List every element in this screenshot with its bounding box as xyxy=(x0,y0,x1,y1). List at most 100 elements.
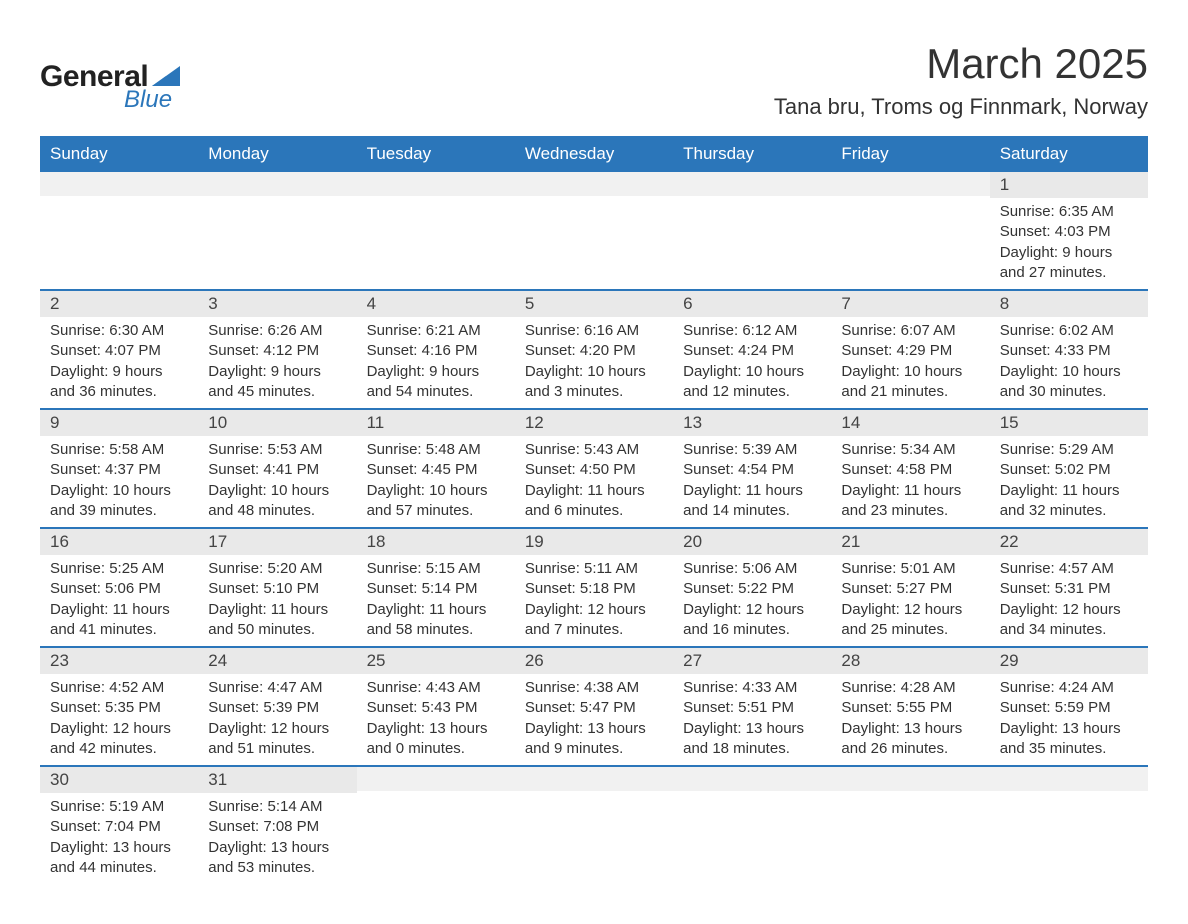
daylight2-text: and 53 minutes. xyxy=(208,858,346,878)
sunrise-text: Sunrise: 5:58 AM xyxy=(50,440,188,460)
day-number-band: 24 xyxy=(198,648,356,674)
calendar-day-cell xyxy=(831,766,989,884)
day-number-band: 3 xyxy=(198,291,356,317)
day-number-band: 29 xyxy=(990,648,1148,674)
calendar-day-cell: 7Sunrise: 6:07 AMSunset: 4:29 PMDaylight… xyxy=(831,290,989,409)
sunrise-text: Sunrise: 4:33 AM xyxy=(683,678,821,698)
calendar-day-cell: 13Sunrise: 5:39 AMSunset: 4:54 PMDayligh… xyxy=(673,409,831,528)
sunrise-text: Sunrise: 6:07 AM xyxy=(841,321,979,341)
calendar-day-cell xyxy=(990,766,1148,884)
sunset-text: Sunset: 4:33 PM xyxy=(1000,341,1138,361)
day-number-band xyxy=(40,172,198,196)
daylight1-text: Daylight: 10 hours xyxy=(50,481,188,501)
day-detail: Sunrise: 5:19 AMSunset: 7:04 PMDaylight:… xyxy=(40,793,198,884)
day-detail: Sunrise: 5:14 AMSunset: 7:08 PMDaylight:… xyxy=(198,793,356,884)
sunrise-text: Sunrise: 5:34 AM xyxy=(841,440,979,460)
calendar-day-cell: 24Sunrise: 4:47 AMSunset: 5:39 PMDayligh… xyxy=(198,647,356,766)
day-detail: Sunrise: 5:53 AMSunset: 4:41 PMDaylight:… xyxy=(198,436,356,527)
day-number-band: 16 xyxy=(40,529,198,555)
sunrise-text: Sunrise: 5:15 AM xyxy=(367,559,505,579)
day-detail: Sunrise: 5:25 AMSunset: 5:06 PMDaylight:… xyxy=(40,555,198,646)
daylight1-text: Daylight: 9 hours xyxy=(367,362,505,382)
calendar-day-cell: 20Sunrise: 5:06 AMSunset: 5:22 PMDayligh… xyxy=(673,528,831,647)
daylight2-text: and 41 minutes. xyxy=(50,620,188,640)
day-number-band: 28 xyxy=(831,648,989,674)
sunrise-text: Sunrise: 5:11 AM xyxy=(525,559,663,579)
calendar-week-row: 23Sunrise: 4:52 AMSunset: 5:35 PMDayligh… xyxy=(40,647,1148,766)
daylight2-text: and 23 minutes. xyxy=(841,501,979,521)
day-number-band: 11 xyxy=(357,410,515,436)
day-number-band: 6 xyxy=(673,291,831,317)
daylight1-text: Daylight: 12 hours xyxy=(683,600,821,620)
calendar-day-cell: 1Sunrise: 6:35 AMSunset: 4:03 PMDaylight… xyxy=(990,171,1148,290)
sunrise-text: Sunrise: 4:52 AM xyxy=(50,678,188,698)
day-number-band: 12 xyxy=(515,410,673,436)
day-number-band: 5 xyxy=(515,291,673,317)
day-detail: Sunrise: 6:30 AMSunset: 4:07 PMDaylight:… xyxy=(40,317,198,408)
brand-logo: General Blue xyxy=(40,40,180,114)
day-detail: Sunrise: 6:26 AMSunset: 4:12 PMDaylight:… xyxy=(198,317,356,408)
day-number-band: 7 xyxy=(831,291,989,317)
daylight2-text: and 58 minutes. xyxy=(367,620,505,640)
sunset-text: Sunset: 5:51 PM xyxy=(683,698,821,718)
daylight2-text: and 16 minutes. xyxy=(683,620,821,640)
calendar-day-cell: 6Sunrise: 6:12 AMSunset: 4:24 PMDaylight… xyxy=(673,290,831,409)
day-detail: Sunrise: 5:43 AMSunset: 4:50 PMDaylight:… xyxy=(515,436,673,527)
dow-friday: Friday xyxy=(831,137,989,171)
calendar-body: 1Sunrise: 6:35 AMSunset: 4:03 PMDaylight… xyxy=(40,171,1148,884)
daylight2-text: and 42 minutes. xyxy=(50,739,188,759)
day-number-band: 4 xyxy=(357,291,515,317)
day-detail: Sunrise: 6:07 AMSunset: 4:29 PMDaylight:… xyxy=(831,317,989,408)
day-number-band: 10 xyxy=(198,410,356,436)
sunset-text: Sunset: 4:37 PM xyxy=(50,460,188,480)
dow-saturday: Saturday xyxy=(990,137,1148,171)
day-detail: Sunrise: 4:43 AMSunset: 5:43 PMDaylight:… xyxy=(357,674,515,765)
calendar-day-cell xyxy=(40,171,198,290)
daylight2-text: and 30 minutes. xyxy=(1000,382,1138,402)
calendar-day-cell: 21Sunrise: 5:01 AMSunset: 5:27 PMDayligh… xyxy=(831,528,989,647)
daylight1-text: Daylight: 11 hours xyxy=(1000,481,1138,501)
sunset-text: Sunset: 5:22 PM xyxy=(683,579,821,599)
day-detail: Sunrise: 6:21 AMSunset: 4:16 PMDaylight:… xyxy=(357,317,515,408)
sunset-text: Sunset: 7:04 PM xyxy=(50,817,188,837)
day-number-band: 8 xyxy=(990,291,1148,317)
day-number-band: 25 xyxy=(357,648,515,674)
dow-sunday: Sunday xyxy=(40,137,198,171)
day-number-band: 27 xyxy=(673,648,831,674)
calendar-week-row: 16Sunrise: 5:25 AMSunset: 5:06 PMDayligh… xyxy=(40,528,1148,647)
sunrise-text: Sunrise: 5:48 AM xyxy=(367,440,505,460)
day-number-band: 2 xyxy=(40,291,198,317)
daylight2-text: and 12 minutes. xyxy=(683,382,821,402)
daylight2-text: and 14 minutes. xyxy=(683,501,821,521)
day-detail: Sunrise: 5:11 AMSunset: 5:18 PMDaylight:… xyxy=(515,555,673,646)
sunrise-text: Sunrise: 5:53 AM xyxy=(208,440,346,460)
day-detail: Sunrise: 6:12 AMSunset: 4:24 PMDaylight:… xyxy=(673,317,831,408)
calendar-day-cell: 5Sunrise: 6:16 AMSunset: 4:20 PMDaylight… xyxy=(515,290,673,409)
sunset-text: Sunset: 4:41 PM xyxy=(208,460,346,480)
calendar-week-row: 9Sunrise: 5:58 AMSunset: 4:37 PMDaylight… xyxy=(40,409,1148,528)
sunrise-text: Sunrise: 4:47 AM xyxy=(208,678,346,698)
sunrise-text: Sunrise: 4:28 AM xyxy=(841,678,979,698)
sunset-text: Sunset: 5:47 PM xyxy=(525,698,663,718)
calendar-week-row: 30Sunrise: 5:19 AMSunset: 7:04 PMDayligh… xyxy=(40,766,1148,884)
calendar-day-cell: 25Sunrise: 4:43 AMSunset: 5:43 PMDayligh… xyxy=(357,647,515,766)
daylight1-text: Daylight: 10 hours xyxy=(841,362,979,382)
daylight2-text: and 44 minutes. xyxy=(50,858,188,878)
sunrise-text: Sunrise: 5:43 AM xyxy=(525,440,663,460)
daylight2-text: and 9 minutes. xyxy=(525,739,663,759)
day-number-band xyxy=(831,172,989,196)
sunrise-text: Sunrise: 6:35 AM xyxy=(1000,202,1138,222)
sunset-text: Sunset: 4:16 PM xyxy=(367,341,505,361)
calendar-day-cell: 31Sunrise: 5:14 AMSunset: 7:08 PMDayligh… xyxy=(198,766,356,884)
day-number-band: 18 xyxy=(357,529,515,555)
sunrise-text: Sunrise: 5:19 AM xyxy=(50,797,188,817)
calendar-day-cell: 26Sunrise: 4:38 AMSunset: 5:47 PMDayligh… xyxy=(515,647,673,766)
sunset-text: Sunset: 5:10 PM xyxy=(208,579,346,599)
sunset-text: Sunset: 5:06 PM xyxy=(50,579,188,599)
day-detail: Sunrise: 4:28 AMSunset: 5:55 PMDaylight:… xyxy=(831,674,989,765)
sunrise-text: Sunrise: 5:25 AM xyxy=(50,559,188,579)
daylight1-text: Daylight: 10 hours xyxy=(525,362,663,382)
daylight1-text: Daylight: 13 hours xyxy=(841,719,979,739)
day-number-band xyxy=(515,767,673,791)
daylight2-text: and 39 minutes. xyxy=(50,501,188,521)
